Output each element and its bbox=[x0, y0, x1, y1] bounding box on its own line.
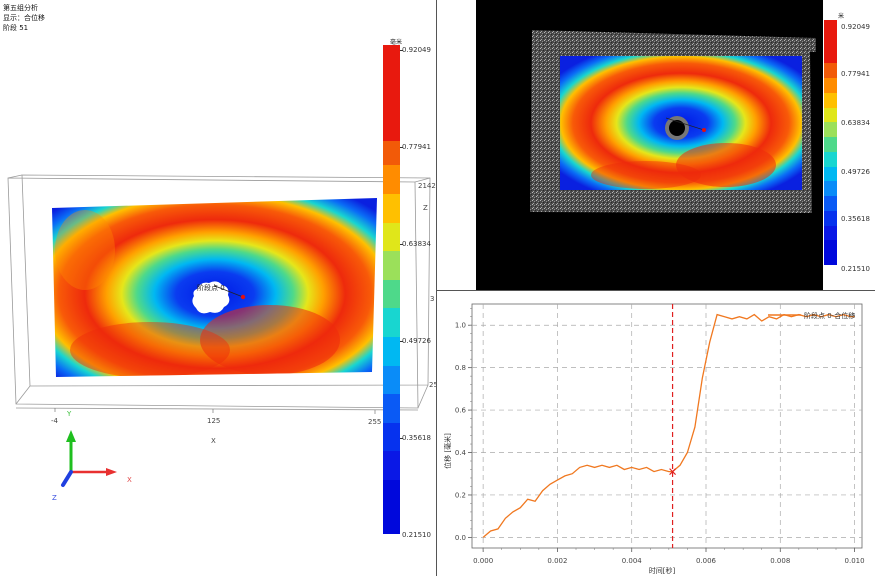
view-3d-panel[interactable]: 第五组分析 显示：合位移 阶段 51 bbox=[0, 0, 436, 576]
display-quantity: 显示：合位移 bbox=[3, 14, 45, 22]
info-overlay: 第五组分析 显示：合位移 阶段 51 bbox=[3, 3, 45, 33]
speckle-image[interactable] bbox=[476, 0, 875, 290]
current-stage-point-icon bbox=[669, 468, 676, 476]
triad-z-label: Z bbox=[52, 494, 57, 502]
y-tick-label: 0.4 bbox=[455, 449, 467, 457]
displacement-chart[interactable]: 0.000 0.002 0.004 0.006 0.008 0.010 0.0 0.2 0.4 0… bbox=[437, 291, 875, 576]
colorbar-label-3: 0.49726 bbox=[402, 337, 431, 345]
z-tick-low: 25 bbox=[429, 381, 436, 389]
x-tick-label: 0.002 bbox=[547, 557, 567, 565]
y-tick-label: 0.2 bbox=[455, 491, 466, 499]
image-view-panel[interactable]: 米 0.92049 0.77941 0.63834 0.49726 0.3561… bbox=[476, 0, 875, 290]
hole bbox=[669, 120, 685, 136]
panel-divider-horizontal[interactable] bbox=[437, 290, 875, 291]
colorbar-label-5: 0.21510 bbox=[402, 531, 431, 539]
y-tick-label: 0.6 bbox=[455, 407, 467, 415]
analysis-name: 第五组分析 bbox=[3, 4, 38, 12]
displacement-contour-map bbox=[52, 198, 377, 377]
overlay-contour-map bbox=[560, 56, 802, 190]
colorbar-label-0: 0.92049 bbox=[402, 46, 431, 54]
chart-grid bbox=[472, 304, 862, 548]
z-axis-title: Z bbox=[423, 204, 428, 212]
colorbar bbox=[383, 45, 400, 535]
colorbar-unit: 毫米 bbox=[390, 39, 403, 46]
colorbar-label-1: 0.77941 bbox=[402, 143, 431, 151]
chart-ticks: 0.000 0.002 0.004 0.006 0.008 0.010 0.0 0.2 0.4 0… bbox=[455, 307, 865, 565]
x-tick-label: 0.010 bbox=[845, 557, 865, 565]
x-tick-label: 0.000 bbox=[473, 557, 493, 565]
image-panel-margin bbox=[437, 0, 476, 290]
image-colorbar-unit: 米 bbox=[838, 13, 845, 20]
x-tick-label: 0.008 bbox=[770, 557, 790, 565]
stage-number: 阶段 51 bbox=[3, 24, 29, 32]
x-axis bbox=[54, 408, 376, 414]
colorbar-label-2: 0.63834 bbox=[402, 240, 431, 248]
image-colorbar-label-1: 0.77941 bbox=[841, 70, 870, 78]
colorbar-label-4: 0.35618 bbox=[402, 434, 431, 442]
x-tick-mid: 125 bbox=[207, 417, 221, 425]
y-tick-label: 1.0 bbox=[455, 322, 466, 330]
x-tick-label: 0.006 bbox=[696, 557, 717, 565]
legend-label: 阶段点 0-合位移 bbox=[804, 311, 855, 320]
bounding-box bbox=[7, 174, 431, 411]
displacement-chart-panel[interactable]: 0.000 0.002 0.004 0.006 0.008 0.010 0.0 0.2 0.4 0… bbox=[437, 291, 875, 576]
y-axis-title: 位移 [毫米] bbox=[443, 433, 452, 469]
triad-y-label: Y bbox=[67, 410, 72, 418]
image-colorbar bbox=[824, 20, 837, 266]
y-tick-label: 0.8 bbox=[455, 364, 466, 372]
stage-point-marker bbox=[240, 294, 246, 300]
image-colorbar-label-4: 0.35618 bbox=[841, 215, 870, 223]
y-tick-label: 0.0 bbox=[455, 534, 466, 542]
point-label: 阶段点 0 bbox=[197, 284, 225, 292]
z-tick-top: 2142 bbox=[418, 182, 436, 190]
x-tick-max: 255 bbox=[368, 418, 382, 426]
x-axis-title: X bbox=[211, 437, 216, 445]
stage-point-marker-2d bbox=[702, 128, 706, 132]
plot-area bbox=[471, 303, 863, 549]
image-colorbar-label-5: 0.21510 bbox=[841, 265, 870, 273]
x-axis-title: 时间[秒] bbox=[649, 566, 676, 575]
x-tick-label: 0.004 bbox=[622, 557, 643, 565]
image-colorbar-label-2: 0.63834 bbox=[841, 119, 870, 127]
hole-mask bbox=[192, 281, 230, 314]
x-tick-min: -4 bbox=[51, 417, 58, 425]
3d-scene[interactable] bbox=[0, 0, 436, 576]
triad-x-label: X bbox=[127, 476, 132, 484]
image-colorbar-label-3: 0.49726 bbox=[841, 168, 870, 176]
series-line bbox=[482, 313, 855, 538]
axis-triad bbox=[61, 430, 117, 487]
z-tick-mid: 3 bbox=[430, 295, 435, 303]
panel-divider-vertical[interactable] bbox=[436, 0, 437, 576]
image-colorbar-label-0: 0.92049 bbox=[841, 23, 870, 31]
